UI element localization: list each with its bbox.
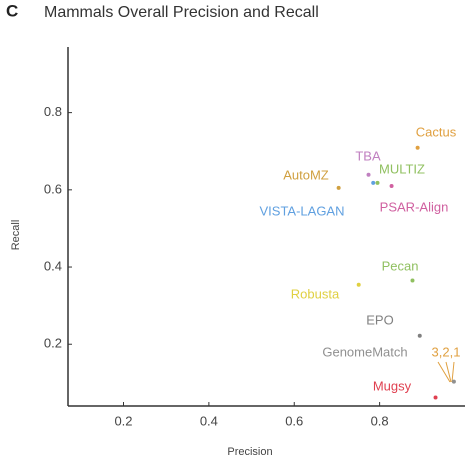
point-label: Pecan [382, 258, 419, 273]
point-label: Mugsy [373, 378, 412, 393]
point-label: MULTIZ [379, 161, 425, 176]
point [366, 172, 371, 177]
annotation: 3,2,1 [432, 344, 461, 359]
y-tick-label: 0.8 [44, 104, 62, 119]
point-label: GenomeMatch [322, 344, 407, 359]
x-tick-label: 0.4 [200, 413, 218, 428]
point [375, 180, 380, 185]
point [336, 185, 341, 190]
x-tick-label: 0.6 [285, 413, 303, 428]
point-label: VISTA-LAGAN [259, 203, 344, 218]
point [410, 278, 415, 283]
panel-label: C [6, 1, 18, 20]
point-label: PSAR-Align [380, 199, 449, 214]
y-tick-label: 0.4 [44, 258, 62, 273]
point-label: EPO [366, 312, 393, 327]
point-label: AutoMZ [283, 167, 329, 182]
point [389, 183, 394, 188]
point [371, 180, 376, 185]
point [433, 395, 438, 400]
annotation-leader [437, 361, 455, 383]
y-tick-label: 0.2 [44, 336, 62, 351]
point [451, 379, 456, 384]
x-tick-label: 0.8 [371, 413, 389, 428]
chart-title: Mammals Overall Precision and Recall [44, 4, 319, 21]
y-axis-label: Recall [10, 220, 22, 251]
y-tick-label: 0.6 [44, 181, 62, 196]
point [415, 145, 420, 150]
point [356, 282, 361, 287]
point-label: Robusta [291, 286, 340, 301]
point-label: TBA [355, 148, 381, 163]
x-tick-label: 0.2 [114, 413, 132, 428]
point [417, 333, 422, 338]
point-label: Cactus [416, 124, 457, 139]
x-axis-label: Precision [227, 446, 272, 458]
